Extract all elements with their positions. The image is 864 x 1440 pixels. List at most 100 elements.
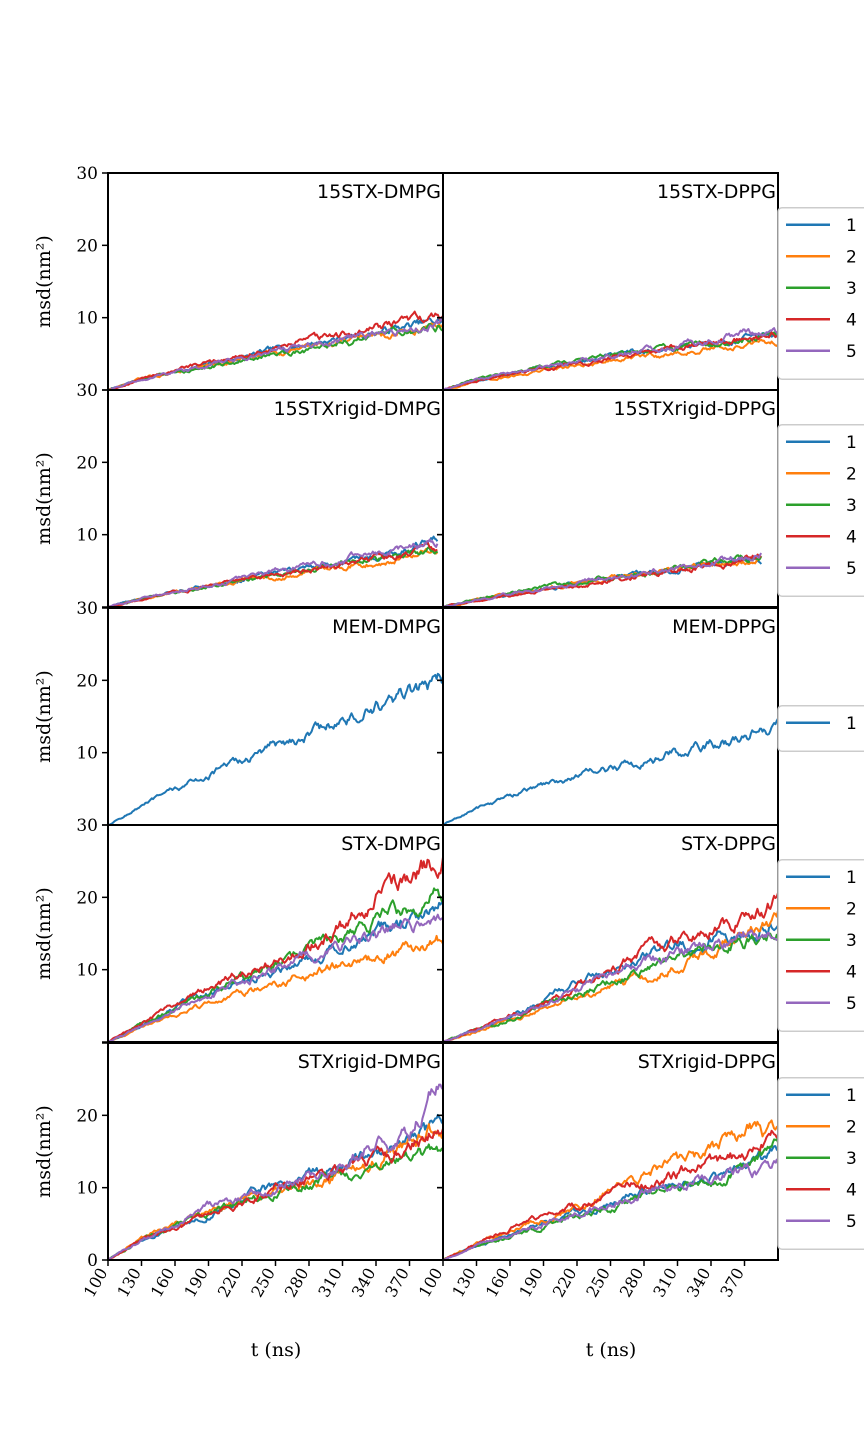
series-group xyxy=(443,327,778,390)
panel-title: 15STX-DMPG xyxy=(317,181,441,203)
series-line-5 xyxy=(443,929,778,1042)
series-line-5 xyxy=(443,327,778,390)
x-tick-label: 160 xyxy=(147,1265,179,1301)
series-group xyxy=(108,310,443,390)
panel-title: 15STX-DPPG xyxy=(657,181,776,203)
series-line-1 xyxy=(108,672,443,825)
panel-8: STX-DPPG 1 2 3 4 5 xyxy=(437,824,864,1043)
legend: 1 2 3 4 5 xyxy=(777,1077,864,1250)
legend-box xyxy=(777,424,864,597)
series-line-5 xyxy=(108,913,443,1042)
x-tick-label: 130 xyxy=(113,1265,145,1301)
x-tick-label: 220 xyxy=(549,1265,581,1301)
x-tick-label: 190 xyxy=(180,1265,212,1301)
y-tick-label: 20 xyxy=(76,236,98,256)
x-tick-label: 280 xyxy=(281,1265,313,1301)
legend-label: 1 xyxy=(846,868,857,888)
legend-label: 3 xyxy=(846,1149,857,1169)
x-tick-label: 340 xyxy=(348,1265,380,1301)
legend-label: 2 xyxy=(846,899,857,919)
legend-box xyxy=(777,1077,864,1250)
series-group xyxy=(443,552,763,607)
legend: 1 2 3 4 5 xyxy=(777,424,864,597)
panel-1: 30 20 10 15STX-DMPG msd(nm²) xyxy=(33,164,444,391)
legend-box xyxy=(777,207,864,380)
series-line-5 xyxy=(108,538,439,607)
y-tick-label: 30 xyxy=(76,816,98,836)
panel-frame xyxy=(442,824,779,1043)
y-axis-label: msd(nm²) xyxy=(33,1105,55,1198)
legend-label: 4 xyxy=(846,1180,857,1200)
y-tick-label: 20 xyxy=(76,453,98,473)
y-axis-label: msd(nm²) xyxy=(33,887,55,980)
y-tick-label: 20 xyxy=(76,888,98,908)
x-tick-label: 370 xyxy=(381,1265,413,1301)
legend-label: 3 xyxy=(846,931,857,951)
x-tick-label: 280 xyxy=(616,1265,648,1301)
y-tick-label: 30 xyxy=(76,164,98,184)
panels-layer: 30201015STX-DMPGmsd(nm²)15STX-DPPG123453… xyxy=(33,164,864,1361)
series-line-5 xyxy=(443,552,763,607)
series-line-4 xyxy=(443,1129,778,1260)
panel-4: 15STXrigid-DPPG 1 2 3 4 5 xyxy=(437,389,864,608)
x-tick-label: 100 xyxy=(80,1265,112,1301)
x-tick-label: 310 xyxy=(649,1265,681,1301)
series-line-1 xyxy=(443,718,778,825)
panel-title: MEM-DPPG xyxy=(672,616,776,638)
x-axis-label: t (ns) xyxy=(251,1339,302,1361)
series-line-3 xyxy=(108,887,443,1042)
legend-label: 1 xyxy=(846,433,857,453)
y-axis-label: msd(nm²) xyxy=(33,452,55,545)
series-line-3 xyxy=(443,1138,778,1260)
panel-10: 100 130 160 190 220 250 280 310 340 370 t (ns) STXr… xyxy=(415,1042,864,1361)
legend-label: 1 xyxy=(846,216,857,236)
panel-6: MEM-DPPG 1 xyxy=(437,607,864,826)
series-line-5 xyxy=(108,1083,443,1260)
series-group xyxy=(443,718,778,825)
panel-title: STX-DMPG xyxy=(341,833,441,855)
legend-label: 2 xyxy=(846,464,857,484)
y-tick-label: 30 xyxy=(76,381,98,401)
series-line-2 xyxy=(443,338,778,390)
legend-box xyxy=(777,859,864,1032)
series-line-1 xyxy=(443,1145,778,1260)
legend-label: 4 xyxy=(846,310,857,330)
y-tick-label: 20 xyxy=(76,1106,98,1126)
legend-label: 4 xyxy=(846,527,857,547)
x-tick-label: 130 xyxy=(448,1265,480,1301)
panel-frame xyxy=(107,172,444,391)
legend-label: 4 xyxy=(846,962,857,982)
panel-title: STXrigid-DMPG xyxy=(298,1051,441,1073)
legend-label: 5 xyxy=(846,994,857,1014)
y-tick-label: 10 xyxy=(76,309,98,329)
x-tick-label: 220 xyxy=(214,1265,246,1301)
legend-label: 1 xyxy=(846,714,857,734)
series-group xyxy=(108,857,443,1042)
legend: 1 2 3 4 5 xyxy=(777,207,864,380)
panel-frame xyxy=(442,607,779,826)
legend-label: 5 xyxy=(846,1212,857,1232)
series-line-4 xyxy=(443,892,778,1042)
panel-frame xyxy=(442,1042,779,1261)
panel-frame xyxy=(107,607,444,826)
x-tick-label: 100 xyxy=(415,1265,447,1301)
y-tick-label: 20 xyxy=(76,671,98,691)
legend-label: 5 xyxy=(846,559,857,579)
panel-2: 15STX-DPPG 1 2 3 4 5 xyxy=(437,172,864,391)
panel-frame xyxy=(107,824,444,1043)
legend-label: 2 xyxy=(846,1117,857,1137)
series-line-5 xyxy=(108,318,443,390)
panel-title: 15STXrigid-DPPG xyxy=(614,398,776,420)
x-tick-label: 310 xyxy=(314,1265,346,1301)
legend: 1 2 3 4 5 xyxy=(777,859,864,1032)
panel-7: 30 20 10 STX-DMPG msd(nm²) xyxy=(33,816,444,1043)
y-tick-label: 10 xyxy=(76,526,98,546)
x-tick-label: 250 xyxy=(247,1265,279,1301)
x-tick-label: 340 xyxy=(683,1265,715,1301)
legend-label: 2 xyxy=(846,247,857,267)
series-line-2 xyxy=(443,910,778,1042)
x-tick-label: 160 xyxy=(482,1265,514,1301)
series-line-2 xyxy=(108,934,443,1042)
panel-title: STXrigid-DPPG xyxy=(638,1051,776,1073)
